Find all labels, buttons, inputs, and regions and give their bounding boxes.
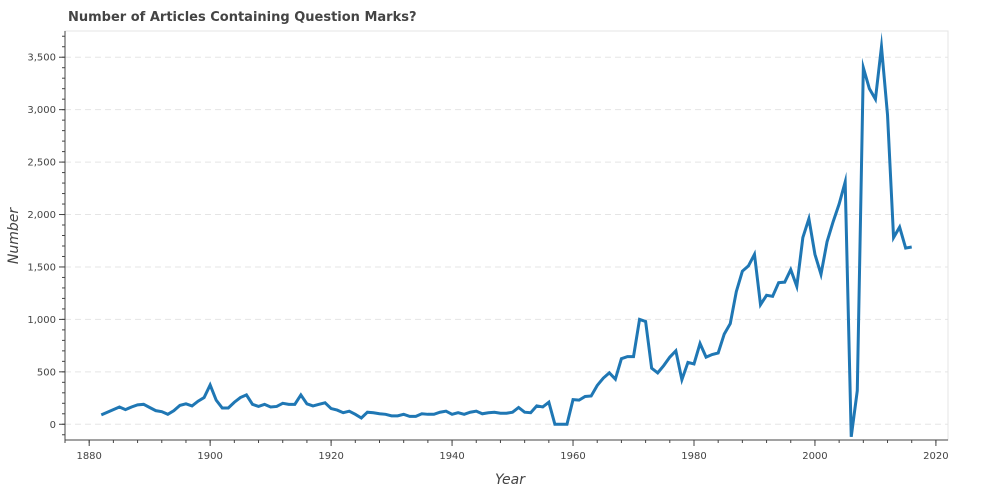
x-tick-label: 1920 [318, 451, 343, 462]
x-tick-label: 1980 [681, 451, 706, 462]
x-tick-label: 1900 [197, 451, 222, 462]
x-tick-label: 2000 [802, 451, 827, 462]
axes: 0 500 1,000 1,500 2,000 2,500 3,000 3,500 1880 19… [27, 31, 949, 462]
series-line [100, 31, 912, 438]
x-tick-label: 2020 [923, 451, 948, 462]
y-tick-label: 0 [50, 420, 56, 431]
y-tick-label: 500 [37, 367, 56, 378]
y-tick-label: 1,500 [27, 262, 56, 273]
y-tick-label: 2,000 [27, 210, 56, 221]
chart-title: Number of Articles Containing Question M… [68, 10, 417, 25]
x-tick-label: 1880 [76, 451, 101, 462]
plot-frame [64, 30, 949, 441]
y-tick-label: 3,500 [27, 53, 56, 64]
x-tick-label: 1940 [439, 451, 464, 462]
y-tick-label: 1,000 [27, 315, 56, 326]
x-tick-label: 1960 [560, 451, 585, 462]
y-tick-label: 3,000 [27, 105, 56, 116]
y-tick-label: 2,500 [27, 158, 56, 169]
y-axis-label: Number [6, 207, 22, 264]
series-layer [100, 31, 912, 438]
x-axis-label: Year [495, 472, 526, 488]
gridlines [65, 56, 948, 425]
